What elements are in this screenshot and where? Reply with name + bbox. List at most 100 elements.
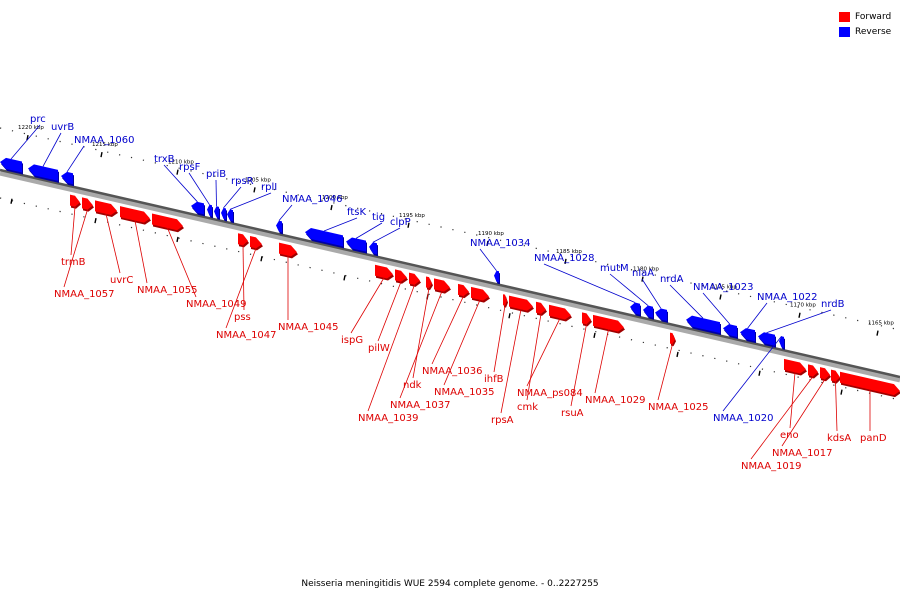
tick-label: 1165 kbp	[868, 321, 894, 327]
reverse-gene-label-rpsr: rpsR	[231, 176, 254, 187]
forward-gene-label-nmaa-1019: NMAA_1019	[741, 461, 802, 472]
legend-reverse-swatch	[839, 26, 850, 37]
forward-gene-leader-line	[500, 309, 522, 414]
reverse-gene-label-nrda: nrdA	[660, 274, 684, 285]
gene-arrow	[630, 302, 640, 315]
gene-cmk	[536, 301, 547, 316]
gene-trxb	[191, 201, 205, 217]
forward-gene-leader-line	[167, 227, 197, 298]
gene-arrow	[840, 371, 900, 396]
gene-arrow	[120, 206, 150, 223]
gene-nmaa-1057	[82, 197, 94, 212]
forward-gene-leader-line	[242, 245, 245, 311]
reverse-gene-leader-line	[42, 132, 62, 167]
reverse-gene-label-clpp: clpP	[390, 217, 411, 228]
forward-gene-leader-line	[750, 376, 814, 460]
reverse-gene-leader-line	[372, 227, 401, 243]
tick-mark	[876, 330, 879, 336]
tick-mark	[593, 332, 596, 338]
gene-arrow	[509, 295, 533, 311]
tick-mark	[26, 135, 29, 141]
forward-gene-leader-line	[225, 248, 257, 329]
gene-ftsk	[305, 228, 344, 249]
forward-gene-leader-line	[350, 277, 385, 334]
gene-arrow	[279, 242, 297, 257]
gene-nmaa-1028	[630, 302, 641, 317]
gene-arrow	[346, 237, 366, 252]
gene-nmaa-1037	[434, 278, 451, 294]
gene-nmaa-1022	[740, 328, 756, 344]
reverse-gene-leader-line	[163, 164, 198, 203]
reverse-gene-leader-line	[669, 284, 704, 319]
gene-nmaa-1025	[670, 332, 676, 347]
forward-gene-label-kdsa: kdsA	[827, 433, 851, 444]
tick-mark	[330, 204, 333, 211]
forward-gene-leader-line	[399, 291, 443, 399]
gene-nmaa-1020	[779, 336, 785, 350]
forward-gene-leader-line	[781, 379, 826, 447]
forward-gene-label-trmb: trmB	[61, 257, 86, 268]
forward-gene-leader-line	[367, 284, 415, 412]
gene-eno	[784, 358, 807, 376]
gene-arrow	[784, 358, 806, 374]
gene-arrow	[369, 242, 377, 255]
reverse-gene-leader-line	[747, 302, 768, 329]
legend: Forward Reverse	[839, 9, 891, 39]
forward-gene-label-nmaa-1025: NMAA_1025	[648, 402, 709, 413]
forward-gene-label-pilw: pilW	[368, 343, 390, 354]
reverse-gene-label-nmaa-1034: NMAA_1034	[470, 238, 531, 249]
gene-prib	[214, 206, 220, 220]
gene-arrow	[227, 209, 233, 222]
tick-mark	[798, 312, 801, 318]
gene-rpsa	[509, 295, 534, 313]
gene-tig	[346, 237, 367, 254]
gene-nmaa-1034	[494, 270, 500, 285]
gene-arrow	[655, 308, 667, 321]
tick-mark	[840, 389, 843, 395]
gene-arrow	[238, 233, 248, 246]
forward-gene-leader-line	[134, 220, 148, 284]
forward-gene-label-cmk: cmk	[517, 402, 538, 413]
gene-nmaa-1055	[120, 206, 151, 225]
reverse-gene-leader-line	[641, 278, 662, 309]
tick-mark	[100, 152, 103, 158]
gene-nmaa-1047	[250, 236, 263, 251]
figure-caption: Neisseria meningitidis WUE 2594 complete…	[301, 579, 599, 589]
tick-label: 1190 kbp	[478, 231, 504, 237]
gene-arrow	[831, 369, 840, 382]
forward-gene-label-pss: pss	[234, 312, 251, 323]
reverse-gene-leader-line	[223, 186, 242, 209]
forward-gene-leader-line	[789, 372, 796, 429]
gene-rpli	[227, 209, 234, 224]
forward-gene-label-nmaa-1029: NMAA_1029	[585, 395, 646, 406]
tick-mark	[407, 222, 410, 228]
forward-gene-label-nmaa-1045: NMAA_1045	[278, 322, 339, 333]
reverse-gene-leader-line	[229, 192, 272, 210]
gene-uvrb	[28, 164, 59, 183]
forward-gene-leader-line	[835, 381, 838, 432]
tick-mark	[719, 294, 722, 300]
gene-nmaa-1019	[808, 364, 819, 379]
gene-kdsa	[831, 369, 841, 384]
tick-label: 1215 kbp	[92, 142, 118, 148]
gene-arrow	[305, 228, 343, 247]
forward-gene-label-nmaa-1036: NMAA_1036	[422, 366, 483, 377]
gene-arrow	[582, 312, 591, 325]
track-dots-lower	[0, 197, 900, 401]
forward-gene-label-nmaa-1047: NMAA_1047	[216, 330, 277, 341]
gene-arrow	[723, 324, 737, 338]
gene-arrow	[643, 305, 653, 318]
reverse-gene-label-nmaa-1060: NMAA_1060	[74, 135, 135, 146]
tick-label: 1195 kbp	[399, 213, 425, 219]
gene-arrow	[503, 294, 507, 306]
tick-mark	[564, 258, 567, 265]
gene-arrow	[221, 207, 226, 220]
tick-mark	[260, 256, 263, 262]
forward-gene-label-uvrc: uvrC	[110, 275, 133, 286]
gene-nmaa-1036	[458, 283, 470, 299]
forward-gene-leader-line	[594, 329, 609, 394]
gene-arrow	[536, 301, 546, 314]
reverse-gene-leader-line	[609, 273, 649, 306]
forward-gene-leader-line	[657, 344, 673, 401]
